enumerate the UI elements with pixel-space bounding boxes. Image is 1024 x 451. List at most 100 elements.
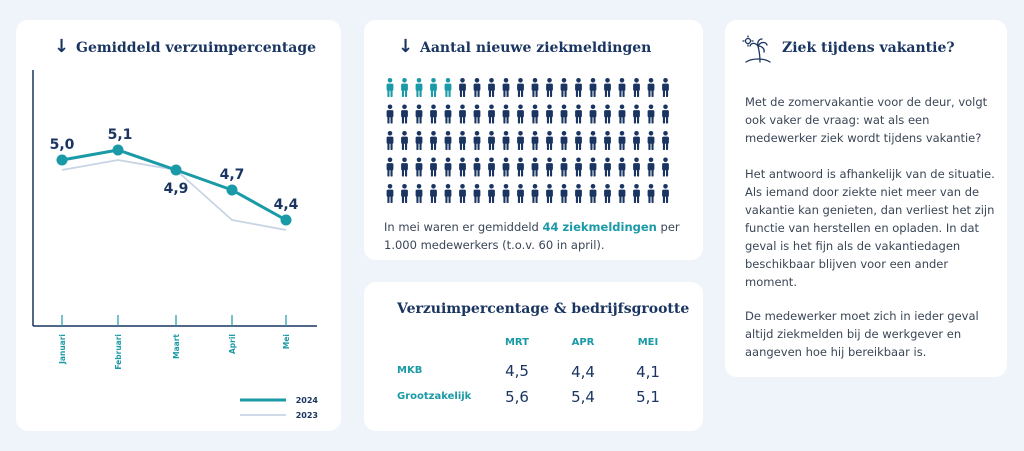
- person-icon: [604, 78, 611, 97]
- data-label: 4,4: [274, 197, 299, 213]
- data-label: 4,7: [220, 167, 245, 183]
- person-icon: [386, 78, 394, 97]
- data-label: 4,9: [164, 181, 189, 197]
- verzuim-chart-card: ↓ Gemiddeld verzuimpercentage Januari Feb…: [16, 20, 341, 431]
- person-icon: [401, 184, 408, 203]
- person-icon: [589, 131, 597, 150]
- person-icon: [386, 104, 394, 124]
- person-icon: [459, 104, 466, 124]
- person-icon: [633, 131, 640, 150]
- person-icon: [662, 131, 669, 150]
- person-icon: [488, 184, 495, 203]
- person-icon: [401, 78, 408, 97]
- data-point: [170, 164, 182, 176]
- person-icon: [618, 104, 626, 124]
- person-icon: [604, 157, 611, 177]
- person-icon: [401, 131, 408, 150]
- ziekmeldingen-card: ↓ Aantal nieuwe ziekmeldingen In mei war…: [364, 20, 703, 260]
- vacation-paragraph-2: Het antwoord is afhankelijk van de situa…: [745, 167, 995, 289]
- person-icon: [575, 104, 582, 124]
- person-icon: [415, 131, 423, 150]
- person-icon: [546, 157, 553, 177]
- row-label-mkb: MKB: [397, 365, 423, 376]
- person-icon: [531, 131, 539, 150]
- bedrijfsgrootte-card: Verzuimpercentage & bedrijfsgrootte MRT …: [364, 282, 703, 431]
- person-icon: [546, 184, 553, 203]
- person-icon: [589, 104, 597, 124]
- person-icon: [633, 184, 640, 203]
- person-icon: [401, 157, 408, 177]
- x-tick-label: Januari: [58, 334, 67, 365]
- sick-text-before: In mei waren er gemiddeld: [384, 220, 543, 234]
- person-icon: [618, 157, 626, 177]
- people-grid: [386, 78, 669, 203]
- person-icon: [488, 104, 495, 124]
- person-icon: [444, 78, 452, 97]
- person-icon: [546, 78, 553, 97]
- person-icon: [517, 104, 524, 124]
- vacation-paragraph-1: Met de zomervakantie voor de deur, volgt…: [745, 95, 988, 145]
- person-icon: [560, 184, 568, 203]
- data-point: [226, 184, 238, 196]
- person-icon: [517, 131, 524, 150]
- person-icon: [560, 78, 568, 97]
- person-icon: [459, 184, 466, 203]
- person-icon: [430, 131, 437, 150]
- person-icon: [531, 184, 539, 203]
- arrow-down-icon: ↓: [54, 36, 70, 57]
- person-icon: [473, 184, 481, 203]
- person-icon: [386, 184, 394, 203]
- person-icon: [546, 131, 553, 150]
- person-icon: [618, 131, 626, 150]
- person-icon: [546, 104, 553, 124]
- person-icon: [444, 131, 452, 150]
- person-icon: [459, 131, 466, 150]
- person-icon: [473, 78, 481, 97]
- person-icon: [415, 157, 423, 177]
- x-tick-label: April: [228, 334, 237, 354]
- person-icon: [488, 78, 495, 97]
- vacation-title: Ziek tijdens vakantie?: [782, 40, 955, 56]
- person-icon: [502, 104, 510, 124]
- person-icon: [415, 78, 423, 97]
- person-icon: [415, 104, 423, 124]
- person-icon: [633, 157, 640, 177]
- person-icon: [444, 104, 452, 124]
- column-header-apr: APR: [571, 337, 595, 348]
- person-icon: [415, 184, 423, 203]
- person-icon: [430, 157, 437, 177]
- palm-island-icon: [742, 35, 771, 63]
- person-icon: [618, 184, 626, 203]
- legend-label: 2024: [296, 396, 319, 405]
- person-icon: [386, 157, 394, 177]
- person-icon: [589, 78, 597, 97]
- person-icon: [517, 184, 524, 203]
- sick-text-after: per 1.000 medewerkers (t.o.v. 60 in apri…: [384, 220, 680, 252]
- person-icon: [662, 157, 669, 177]
- person-icon: [647, 78, 655, 97]
- column-header-mrt: MRT: [504, 337, 530, 348]
- sick-text-highlight: 44 ziekmeldingen: [542, 220, 657, 234]
- person-icon: [517, 78, 524, 97]
- person-icon: [662, 184, 669, 203]
- person-icon: [488, 131, 495, 150]
- person-icon: [604, 104, 611, 124]
- table-cell: 4,1: [636, 363, 660, 381]
- table-title: Verzuimpercentage & bedrijfsgrootte: [397, 301, 690, 317]
- vacation-paragraph-3: De medewerker moet zich in ieder geval a…: [745, 309, 979, 359]
- person-icon: [589, 157, 597, 177]
- sick-title: Aantal nieuwe ziekmeldingen: [420, 40, 652, 56]
- table-cell: 4,5: [505, 362, 529, 380]
- person-icon: [633, 78, 640, 97]
- data-point: [56, 154, 68, 166]
- person-icon: [517, 157, 524, 177]
- line-chart: Januari Februari Maart April Mei 5,0 5,1 4,9 4,…: [32, 70, 319, 420]
- data-label: 5,1: [108, 127, 133, 143]
- person-icon: [647, 157, 655, 177]
- person-icon: [430, 104, 437, 124]
- chart-title: Gemiddeld verzuimpercentage: [76, 40, 317, 56]
- row-label-grootzakelijk: Grootzakelijk: [397, 391, 472, 402]
- table-cell: 5,1: [636, 388, 660, 406]
- person-icon: [560, 157, 568, 177]
- person-icon: [647, 184, 655, 203]
